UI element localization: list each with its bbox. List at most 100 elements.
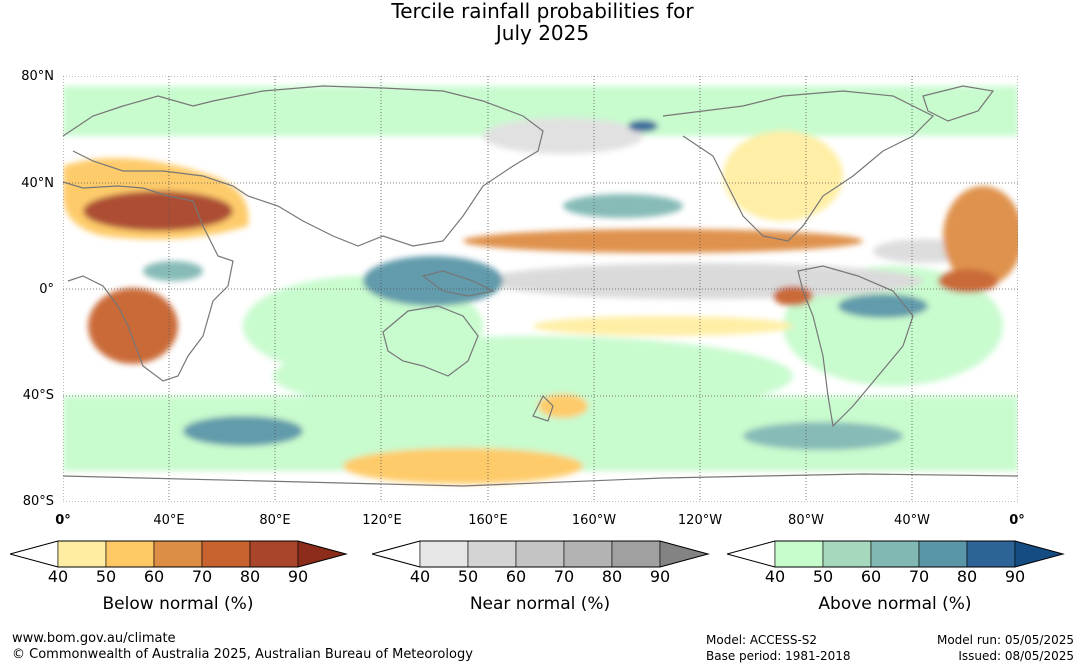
field-near-equatorial <box>483 263 923 299</box>
colorbar-above-bin-3 <box>870 540 920 568</box>
coast-south-america <box>797 265 914 428</box>
lat-label-80n: 80°N <box>21 69 54 84</box>
colorbar-above-bin-5 <box>966 540 1016 568</box>
colorbar-near-bin-4 <box>563 540 613 568</box>
colorbar-above-svg <box>727 540 1065 568</box>
colorbar-below-ticks: 40 50 60 70 80 90 <box>10 568 350 586</box>
colorbar-near-tick: 60 <box>505 567 527 586</box>
field-above-east-africa <box>143 261 203 281</box>
field-below-tasman <box>538 394 588 418</box>
field-above-light-north <box>63 86 1018 136</box>
title-line-2: July 2025 <box>495 21 590 45</box>
colorbar-below-high-arrow <box>297 540 348 568</box>
colorbar-near-low-arrow <box>372 540 421 568</box>
field-below-gulf-guinea <box>938 269 998 293</box>
lon-label-120w: 120°W <box>677 513 723 528</box>
colorbar-near-tick: 50 <box>457 567 479 586</box>
field-below-southern-ocean <box>343 448 583 484</box>
field-below-north-america <box>723 131 843 221</box>
colorbar-below-bin-4 <box>201 540 251 568</box>
colorbar-near-bin-1 <box>419 540 469 568</box>
lon-label-80w: 80°W <box>788 513 824 528</box>
lat-label-40s: 40°S <box>22 388 54 403</box>
colorbar-above-tick: 70 <box>908 567 930 586</box>
colorbar-below-svg <box>10 540 348 568</box>
colorbar-near-title: Near normal (%) <box>469 594 611 614</box>
colorbar-above-low-arrow <box>727 540 776 568</box>
coast-north-america <box>662 90 935 242</box>
colorbar-below-title: Below normal (%) <box>102 594 254 614</box>
lon-label-160e: 160°E <box>468 513 508 528</box>
colorbar-near-bin-2 <box>467 540 517 568</box>
title-line-1: Tercile rainfall probabilities for <box>391 0 694 23</box>
footer-website: www.bom.gov.au/climate <box>12 631 176 646</box>
field-above-south-atlantic <box>743 422 903 450</box>
probability-map <box>63 76 1018 502</box>
colorbar-above-outline <box>727 540 1065 568</box>
field-near-north <box>483 118 643 154</box>
colorbar-near-tick: 40 <box>409 567 431 586</box>
coast-australia <box>382 305 479 377</box>
field-above-light-samerica <box>783 266 1003 386</box>
colorbar-above-title: Above normal (%) <box>818 594 972 614</box>
coast-new-zealand <box>532 394 554 422</box>
lon-label-360: 0° <box>1009 513 1025 528</box>
colorbar-near-svg <box>372 540 710 568</box>
footer-model-run: Model run: 05/05/2025 <box>936 633 1074 647</box>
lat-label-eq: 0° <box>39 282 54 297</box>
colorbar-above-tick: 50 <box>812 567 834 586</box>
colorbar-above-high-arrow <box>1014 540 1065 568</box>
colorbar-near-tick: 80 <box>601 567 623 586</box>
colorbar-below-bin-3 <box>153 540 203 568</box>
map-svg <box>63 76 1018 502</box>
lon-label-80e: 80°E <box>259 513 291 528</box>
colorbar-below-tick: 50 <box>95 567 117 586</box>
colorbar-below <box>10 540 350 568</box>
colorbar-near-bin-5 <box>611 540 661 568</box>
colorbar-below-bin-5 <box>249 540 299 568</box>
colorbar-below-tick: 90 <box>287 567 309 586</box>
footer-model: Model: ACCESS-S2 <box>706 633 818 647</box>
coast-antarctica <box>63 473 1018 487</box>
colorbar-near-high-arrow <box>659 540 710 568</box>
field-below-south-pacific <box>533 316 793 336</box>
coast-greenland <box>922 85 995 122</box>
chart-title: Tercile rainfall probabilities for July … <box>0 0 1085 44</box>
colorbar-above-tick: 60 <box>860 567 882 586</box>
lat-label-40n: 40°N <box>21 176 54 191</box>
colorbar-below-bin-1 <box>57 540 107 568</box>
lon-label-40w: 40°W <box>894 513 930 528</box>
field-below-north-pacific-band <box>463 229 863 253</box>
colorbar-above-bin-4 <box>918 540 968 568</box>
colorbar-above-tick: 90 <box>1004 567 1026 586</box>
colorbar-above-bin-2 <box>822 540 872 568</box>
lon-label-160w: 160°W <box>571 513 617 528</box>
colorbar-near-bin-3 <box>515 540 565 568</box>
footer-base-period: Base period: 1981-2018 <box>706 649 851 663</box>
colorbar-above-bin-1 <box>774 540 824 568</box>
coast-eurasia <box>63 85 544 247</box>
field-above-north-pacific <box>563 194 683 218</box>
coast-africa <box>63 181 234 382</box>
field-above-alaska <box>628 120 658 132</box>
colorbar-below-low-arrow <box>10 540 59 568</box>
field-below-west-africa <box>943 186 1018 286</box>
field-above-maritime-continent <box>363 256 503 306</box>
coast-indonesia <box>421 270 495 297</box>
probability-fields <box>63 86 1018 484</box>
field-above-light-south <box>63 396 1018 471</box>
coastlines <box>63 85 1018 487</box>
colorbar-near-tick: 70 <box>553 567 575 586</box>
lat-label-80s: 80°S <box>22 494 54 509</box>
colorbar-above-ticks: 40 50 60 70 80 90 <box>727 568 1067 586</box>
colorbar-below-tick: 40 <box>47 567 69 586</box>
lon-label-120e: 120°E <box>362 513 402 528</box>
field-below-southern-africa <box>88 288 178 364</box>
lon-label-0: 0° <box>55 513 71 528</box>
colorbar-below-outline <box>10 540 348 568</box>
colorbar-near-tick: 90 <box>649 567 671 586</box>
field-below-sahara-core <box>83 191 233 231</box>
colorbar-below-tick: 70 <box>191 567 213 586</box>
footer-copyright: © Commonwealth of Australia 2025, Austra… <box>12 647 473 662</box>
colorbar-above-tick: 80 <box>956 567 978 586</box>
